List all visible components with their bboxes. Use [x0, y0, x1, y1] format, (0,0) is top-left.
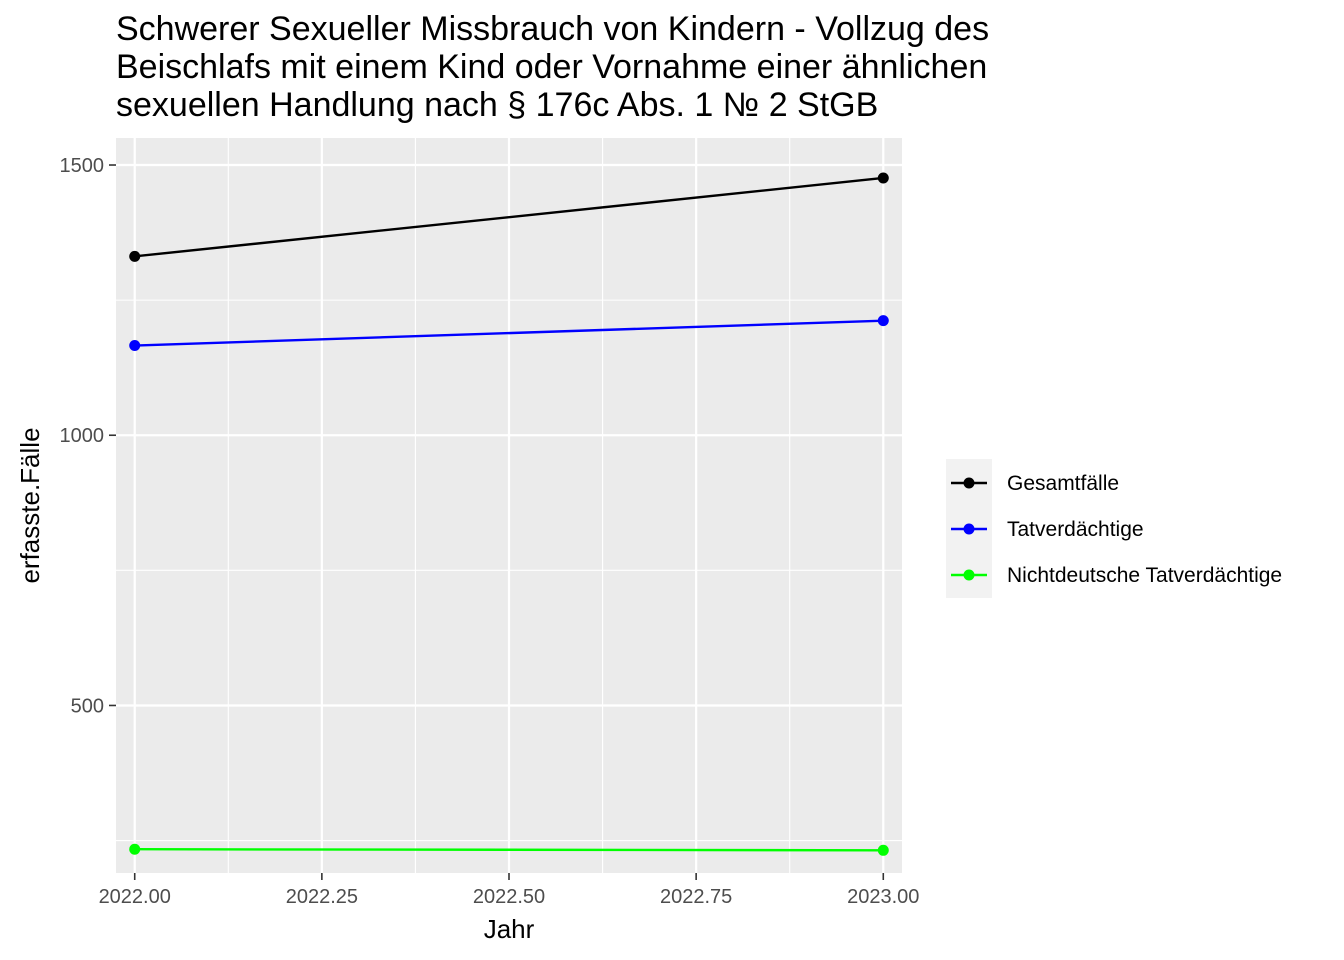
chart-title: Schwerer Sexueller Missbrauch von Kinder… [116, 10, 989, 124]
data-point [877, 844, 889, 856]
series-lines [129, 172, 889, 856]
data-point [129, 250, 141, 262]
legend-key-point [963, 477, 975, 489]
series-line [134, 176, 884, 258]
x-axis-title: Jahr [484, 914, 535, 944]
series-line [134, 848, 884, 852]
x-axis: 2022.00 2022.25 2022.50 2022.75 2023.00 [99, 873, 919, 908]
y-axis-title: erfasste.Fälle [15, 427, 45, 583]
legend: Gesamtfälle Tatverdächtige Nichtdeutsche T… [946, 459, 1282, 598]
chart-title-line: Beischlafs mit einem Kind oder Vornahme … [116, 48, 987, 86]
legend-key-point [963, 569, 975, 581]
y-tick-label: 1000 [60, 425, 105, 447]
legend-label: Gesamtfälle [1007, 472, 1119, 495]
series-line [134, 319, 884, 347]
legend-label: Nichtdeutsche Tatverdächtige [1007, 564, 1282, 587]
data-point [129, 340, 141, 352]
legend-label: Tatverdächtige [1007, 518, 1144, 541]
chart-title-line: Schwerer Sexueller Missbrauch von Kinder… [116, 10, 989, 48]
data-point [877, 172, 889, 184]
chart-title-line: sexuellen Handlung nach § 176c Abs. 1 № … [116, 86, 878, 124]
y-tick-label: 500 [71, 695, 104, 717]
legend-key-point [963, 523, 975, 535]
y-tick-label: 1500 [60, 155, 105, 177]
x-tick-label: 2023.00 [847, 886, 919, 908]
x-tick-label: 2022.25 [286, 886, 358, 908]
data-point [877, 315, 889, 327]
data-point [129, 843, 141, 855]
x-tick-label: 2022.00 [99, 886, 171, 908]
x-tick-label: 2022.50 [473, 886, 545, 908]
x-tick-label: 2022.75 [660, 886, 732, 908]
y-axis: 500 1000 1500 [60, 155, 116, 717]
